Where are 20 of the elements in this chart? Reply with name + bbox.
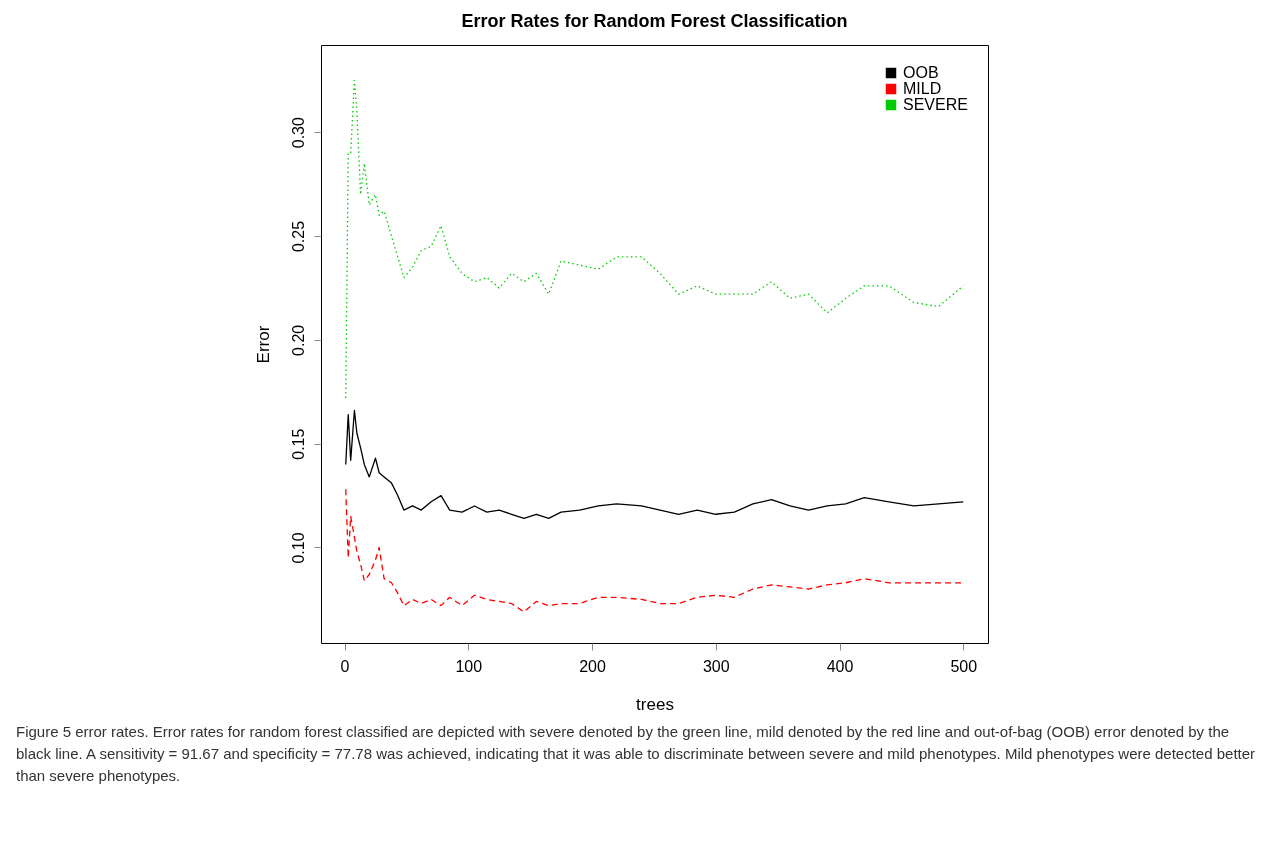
legend-label: MILD — [903, 80, 942, 97]
y-tick-label: 0.20 — [289, 324, 307, 356]
x-axis-title: trees — [636, 694, 674, 714]
x-tick-label: 200 — [579, 657, 606, 675]
line-series — [345, 409, 964, 520]
x-tick-label: 0 — [340, 657, 350, 675]
y-tick-label: 0.15 — [289, 428, 307, 460]
chart-title: Error Rates for Random Forest Classification — [461, 11, 848, 31]
caption: Figure 5 error rates. Error rates for random forest classified are depicted with severe denoted by the green line, mild denoted by the red line and out-of-bag (OOB) error denoted by the black line. A sensitivity = 91.67 and specificity = 77.78 was achieved, indicating that it was able to discriminate between severe and mild phenotypes. Mild phenotypes were detected better than severe phenotypes. — [16, 722, 1257, 786]
x-tick-label: 500 — [950, 657, 978, 675]
legend-label: SEVERE — [903, 96, 968, 113]
y-tick-label: 0.25 — [289, 220, 307, 253]
y-tick-label: 0.10 — [289, 532, 307, 564]
x-tick-label: 300 — [702, 657, 730, 675]
y-axis-title: Error — [253, 325, 273, 364]
line-series — [345, 488, 964, 613]
legend-label: OOB — [903, 64, 939, 81]
x-tick-label: 100 — [455, 657, 483, 675]
x-tick-label: 400 — [826, 657, 854, 675]
y-tick-label: 0.30 — [289, 117, 307, 149]
